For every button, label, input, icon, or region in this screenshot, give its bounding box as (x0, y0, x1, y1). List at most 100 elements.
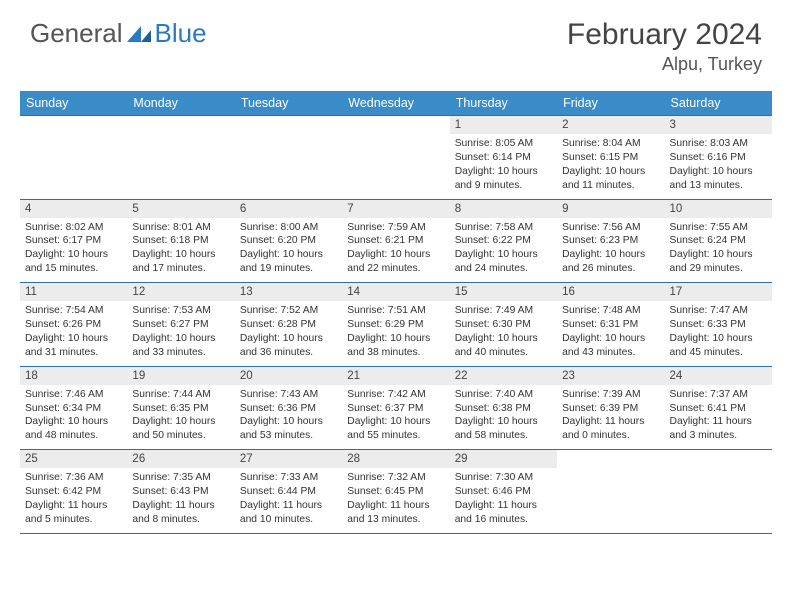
calendar-cell (20, 116, 127, 200)
calendar-cell: 13Sunrise: 7:52 AMSunset: 6:28 PMDayligh… (235, 283, 342, 367)
day-details: Sunrise: 7:55 AMSunset: 6:24 PMDaylight:… (665, 218, 772, 283)
day-number: 28 (342, 450, 449, 468)
day-details: Sunrise: 7:40 AMSunset: 6:38 PMDaylight:… (450, 385, 557, 450)
calendar-cell (235, 116, 342, 200)
calendar-row: 1Sunrise: 8:05 AMSunset: 6:14 PMDaylight… (20, 116, 772, 200)
col-saturday: Saturday (665, 91, 772, 116)
day-number: 15 (450, 283, 557, 301)
header-row: Sunday Monday Tuesday Wednesday Thursday… (20, 91, 772, 116)
day-details: Sunrise: 8:01 AMSunset: 6:18 PMDaylight:… (127, 218, 234, 283)
day-number: 10 (665, 200, 772, 218)
calendar-cell: 24Sunrise: 7:37 AMSunset: 6:41 PMDayligh… (665, 366, 772, 450)
calendar-cell: 16Sunrise: 7:48 AMSunset: 6:31 PMDayligh… (557, 283, 664, 367)
calendar-cell: 19Sunrise: 7:44 AMSunset: 6:35 PMDayligh… (127, 366, 234, 450)
calendar-cell: 7Sunrise: 7:59 AMSunset: 6:21 PMDaylight… (342, 199, 449, 283)
calendar-cell: 6Sunrise: 8:00 AMSunset: 6:20 PMDaylight… (235, 199, 342, 283)
day-details: Sunrise: 7:33 AMSunset: 6:44 PMDaylight:… (235, 468, 342, 533)
logo-text-1: General (30, 18, 123, 49)
day-details: Sunrise: 7:32 AMSunset: 6:45 PMDaylight:… (342, 468, 449, 533)
day-number: 23 (557, 367, 664, 385)
day-details: Sunrise: 7:49 AMSunset: 6:30 PMDaylight:… (450, 301, 557, 366)
day-number: 11 (20, 283, 127, 301)
day-details: Sunrise: 7:54 AMSunset: 6:26 PMDaylight:… (20, 301, 127, 366)
day-number: 7 (342, 200, 449, 218)
day-number: 8 (450, 200, 557, 218)
calendar-body: 1Sunrise: 8:05 AMSunset: 6:14 PMDaylight… (20, 116, 772, 534)
calendar-cell: 28Sunrise: 7:32 AMSunset: 6:45 PMDayligh… (342, 450, 449, 534)
day-number: 17 (665, 283, 772, 301)
day-number: 21 (342, 367, 449, 385)
day-details: Sunrise: 7:52 AMSunset: 6:28 PMDaylight:… (235, 301, 342, 366)
day-number: 22 (450, 367, 557, 385)
calendar-cell: 15Sunrise: 7:49 AMSunset: 6:30 PMDayligh… (450, 283, 557, 367)
calendar-cell (342, 116, 449, 200)
day-details: Sunrise: 7:59 AMSunset: 6:21 PMDaylight:… (342, 218, 449, 283)
day-details: Sunrise: 7:53 AMSunset: 6:27 PMDaylight:… (127, 301, 234, 366)
col-wednesday: Wednesday (342, 91, 449, 116)
day-number: 1 (450, 116, 557, 134)
logo-icon (127, 18, 155, 49)
day-details: Sunrise: 8:05 AMSunset: 6:14 PMDaylight:… (450, 134, 557, 199)
day-number: 25 (20, 450, 127, 468)
day-details: Sunrise: 7:47 AMSunset: 6:33 PMDaylight:… (665, 301, 772, 366)
day-details: Sunrise: 7:58 AMSunset: 6:22 PMDaylight:… (450, 218, 557, 283)
day-number: 26 (127, 450, 234, 468)
calendar-cell (557, 450, 664, 534)
day-number: 4 (20, 200, 127, 218)
logo: General Blue (30, 18, 207, 49)
day-details: Sunrise: 7:30 AMSunset: 6:46 PMDaylight:… (450, 468, 557, 533)
calendar-cell: 4Sunrise: 8:02 AMSunset: 6:17 PMDaylight… (20, 199, 127, 283)
calendar-cell: 12Sunrise: 7:53 AMSunset: 6:27 PMDayligh… (127, 283, 234, 367)
month-title: February 2024 (567, 18, 762, 52)
day-number: 2 (557, 116, 664, 134)
day-details: Sunrise: 7:48 AMSunset: 6:31 PMDaylight:… (557, 301, 664, 366)
day-number: 6 (235, 200, 342, 218)
location-text: Alpu, Turkey (567, 54, 762, 75)
day-number: 19 (127, 367, 234, 385)
calendar-cell: 22Sunrise: 7:40 AMSunset: 6:38 PMDayligh… (450, 366, 557, 450)
calendar-cell: 9Sunrise: 7:56 AMSunset: 6:23 PMDaylight… (557, 199, 664, 283)
calendar-cell: 8Sunrise: 7:58 AMSunset: 6:22 PMDaylight… (450, 199, 557, 283)
day-details: Sunrise: 7:39 AMSunset: 6:39 PMDaylight:… (557, 385, 664, 450)
day-details: Sunrise: 7:44 AMSunset: 6:35 PMDaylight:… (127, 385, 234, 450)
calendar-cell: 2Sunrise: 8:04 AMSunset: 6:15 PMDaylight… (557, 116, 664, 200)
day-number: 14 (342, 283, 449, 301)
day-details: Sunrise: 7:36 AMSunset: 6:42 PMDaylight:… (20, 468, 127, 533)
day-details: Sunrise: 7:46 AMSunset: 6:34 PMDaylight:… (20, 385, 127, 450)
calendar-cell: 1Sunrise: 8:05 AMSunset: 6:14 PMDaylight… (450, 116, 557, 200)
calendar-cell: 23Sunrise: 7:39 AMSunset: 6:39 PMDayligh… (557, 366, 664, 450)
day-number: 13 (235, 283, 342, 301)
col-tuesday: Tuesday (235, 91, 342, 116)
day-details: Sunrise: 7:42 AMSunset: 6:37 PMDaylight:… (342, 385, 449, 450)
calendar-cell: 3Sunrise: 8:03 AMSunset: 6:16 PMDaylight… (665, 116, 772, 200)
col-sunday: Sunday (20, 91, 127, 116)
col-thursday: Thursday (450, 91, 557, 116)
day-number: 16 (557, 283, 664, 301)
calendar-cell: 10Sunrise: 7:55 AMSunset: 6:24 PMDayligh… (665, 199, 772, 283)
day-details: Sunrise: 7:37 AMSunset: 6:41 PMDaylight:… (665, 385, 772, 450)
day-number: 9 (557, 200, 664, 218)
calendar-row: 18Sunrise: 7:46 AMSunset: 6:34 PMDayligh… (20, 366, 772, 450)
day-number: 12 (127, 283, 234, 301)
day-details: Sunrise: 8:04 AMSunset: 6:15 PMDaylight:… (557, 134, 664, 199)
col-monday: Monday (127, 91, 234, 116)
col-friday: Friday (557, 91, 664, 116)
calendar-row: 4Sunrise: 8:02 AMSunset: 6:17 PMDaylight… (20, 199, 772, 283)
day-details: Sunrise: 8:03 AMSunset: 6:16 PMDaylight:… (665, 134, 772, 199)
calendar-cell: 25Sunrise: 7:36 AMSunset: 6:42 PMDayligh… (20, 450, 127, 534)
calendar-cell: 29Sunrise: 7:30 AMSunset: 6:46 PMDayligh… (450, 450, 557, 534)
calendar-row: 25Sunrise: 7:36 AMSunset: 6:42 PMDayligh… (20, 450, 772, 534)
page-header: General Blue February 2024 Alpu, Turkey (0, 0, 792, 83)
day-details: Sunrise: 7:35 AMSunset: 6:43 PMDaylight:… (127, 468, 234, 533)
calendar-cell: 14Sunrise: 7:51 AMSunset: 6:29 PMDayligh… (342, 283, 449, 367)
calendar-cell: 26Sunrise: 7:35 AMSunset: 6:43 PMDayligh… (127, 450, 234, 534)
day-number: 3 (665, 116, 772, 134)
day-number: 27 (235, 450, 342, 468)
day-number: 24 (665, 367, 772, 385)
calendar-cell: 20Sunrise: 7:43 AMSunset: 6:36 PMDayligh… (235, 366, 342, 450)
day-number: 5 (127, 200, 234, 218)
day-number: 18 (20, 367, 127, 385)
calendar-cell (665, 450, 772, 534)
calendar-cell (127, 116, 234, 200)
calendar-cell: 17Sunrise: 7:47 AMSunset: 6:33 PMDayligh… (665, 283, 772, 367)
